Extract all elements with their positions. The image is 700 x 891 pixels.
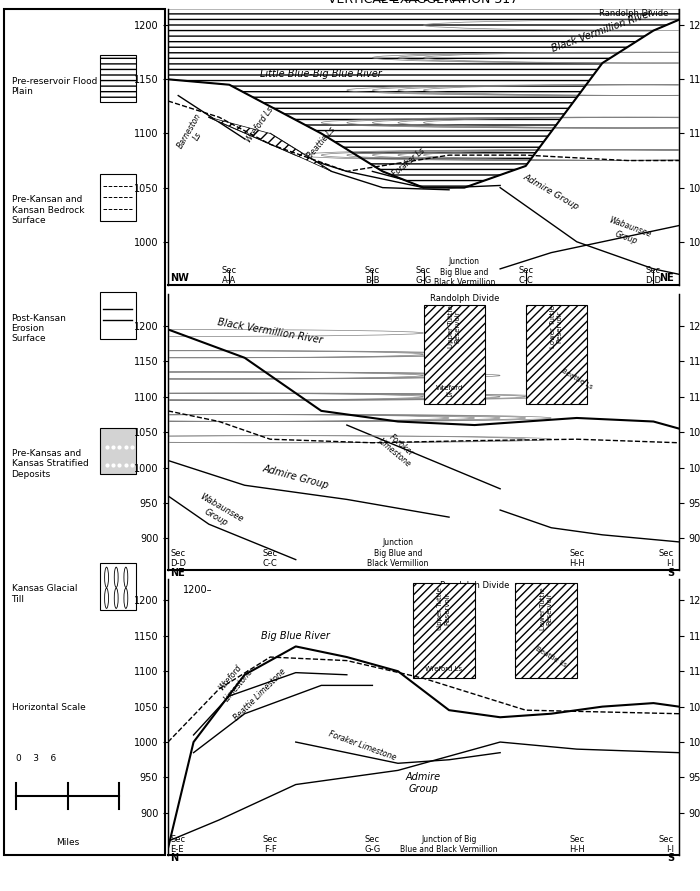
Text: Foraker Limestone: Foraker Limestone [327,729,397,762]
Text: Randolph Divide: Randolph Divide [599,9,668,18]
Text: N: N [171,854,178,863]
Text: LONGITUDINAL
PROFILE — STRUCTURE
SECTIONS: LONGITUDINAL PROFILE — STRUCTURE SECTION… [315,0,532,5]
Text: Sec
I-I: Sec I-I [659,835,674,854]
Text: Sec
C-C: Sec C-C [262,549,278,568]
Text: Junction
Big Blue and
Black Vermillion: Junction Big Blue and Black Vermillion [434,257,495,287]
Text: Wabaunsee
Group: Wabaunsee Group [193,492,245,534]
Text: Junction
Big Blue and
Black Vermillion: Junction Big Blue and Black Vermillion [368,538,428,568]
Bar [100,292,136,339]
Bar [100,428,136,474]
Text: Beattie Limestone: Beattie Limestone [232,667,288,723]
Text: Horizontal Scale: Horizontal Scale [11,703,85,712]
Text: Sec
C-C: Sec C-C [518,266,533,285]
Text: Junction of Big
Blue and Black Vermillion: Junction of Big Blue and Black Vermillio… [400,835,498,854]
Bar [526,305,587,404]
Text: Randolph Divide: Randolph Divide [430,294,499,303]
Text: 0    3    6: 0 3 6 [16,754,57,763]
Text: Randolph Divide: Randolph Divide [440,581,510,590]
Text: Wreford
Ls: Wreford Ls [435,385,463,397]
Text: Pre-reservoir Flood
Plain: Pre-reservoir Flood Plain [11,77,97,96]
Text: Big Blue River: Big Blue River [261,632,330,642]
Text: Admire Group: Admire Group [262,463,330,491]
Text: Miles: Miles [56,838,80,847]
Text: Sec
F-F: Sec F-F [262,835,278,854]
Text: Wreford Ls: Wreford Ls [426,666,463,672]
Text: Sec
G-G: Sec G-G [364,835,381,854]
Bar [413,583,475,678]
Text: Kansas Glacial
Till: Kansas Glacial Till [11,584,77,604]
Text: Foroker
Limestone: Foroker Limestone [377,429,419,470]
Text: Beattie Ls: Beattie Ls [560,368,594,390]
Text: Sec
A-A: Sec A-A [222,266,237,285]
Polygon shape [168,9,679,188]
Text: Upper Tuttle
Reservoir: Upper Tuttle Reservoir [438,587,450,630]
Text: Lower Tuttle
Reservoir: Lower Tuttle Reservoir [550,306,563,348]
Text: Beattie Ls: Beattie Ls [535,646,568,668]
Text: NE: NE [171,568,186,578]
Text: Sec
D-D: Sec D-D [171,549,187,568]
Text: Pre-Kansan and
Kansan Bedrock
Surface: Pre-Kansan and Kansan Bedrock Surface [11,195,84,225]
Text: Foraker Ls: Foraker Ls [390,147,426,179]
Bar [100,174,136,220]
Text: Sec
E-E: Sec E-E [171,835,186,854]
Text: Admire
Group: Admire Group [406,772,441,794]
Text: S: S [667,568,674,578]
Text: Upper Tuttle
Reservoir: Upper Tuttle Reservoir [448,306,461,348]
Text: Sec
H-H: Sec H-H [569,549,584,568]
Text: Beattie Ls: Beattie Ls [306,126,337,160]
Text: Wreford
Limestone: Wreford Limestone [214,660,255,703]
Bar [100,563,136,610]
Text: Black Vermillion River: Black Vermillion River [217,317,323,346]
Text: Lower Tuttle
Reservoir: Lower Tuttle Reservoir [540,587,552,630]
Bar [515,583,577,678]
Text: Black Vermillion River: Black Vermillion River [550,8,654,54]
Text: Admire Group: Admire Group [522,172,581,211]
Text: Little Blue-Big Blue River: Little Blue-Big Blue River [260,69,382,79]
Bar [100,55,136,102]
Text: 1200–: 1200– [183,585,213,595]
Text: Barneston
Ls: Barneston Ls [176,111,211,155]
Polygon shape [209,118,332,171]
Text: Sec
B-B: Sec B-B [365,266,380,285]
Text: Sec
G-G: Sec G-G [415,266,432,285]
Text: NW: NW [171,273,190,283]
Text: Pre-Kansas and
Kansas Stratified
Deposits: Pre-Kansas and Kansas Stratified Deposit… [11,449,88,478]
Text: Sec
H-H: Sec H-H [569,835,584,854]
Text: S: S [667,854,674,863]
Text: Sec
I-I: Sec I-I [659,549,674,568]
Text: VERTICAL EXAGGERATION 317: VERTICAL EXAGGERATION 317 [328,0,519,5]
Text: Sec
D-D: Sec D-D [645,266,661,285]
Text: NE: NE [659,273,674,283]
Text: Wabaunsee
Group: Wabaunsee Group [603,216,652,249]
Text: Wreford Ls: Wreford Ls [244,105,276,144]
Bar [424,305,485,404]
Text: Post-Kansan
Erosion
Surface: Post-Kansan Erosion Surface [11,314,66,343]
